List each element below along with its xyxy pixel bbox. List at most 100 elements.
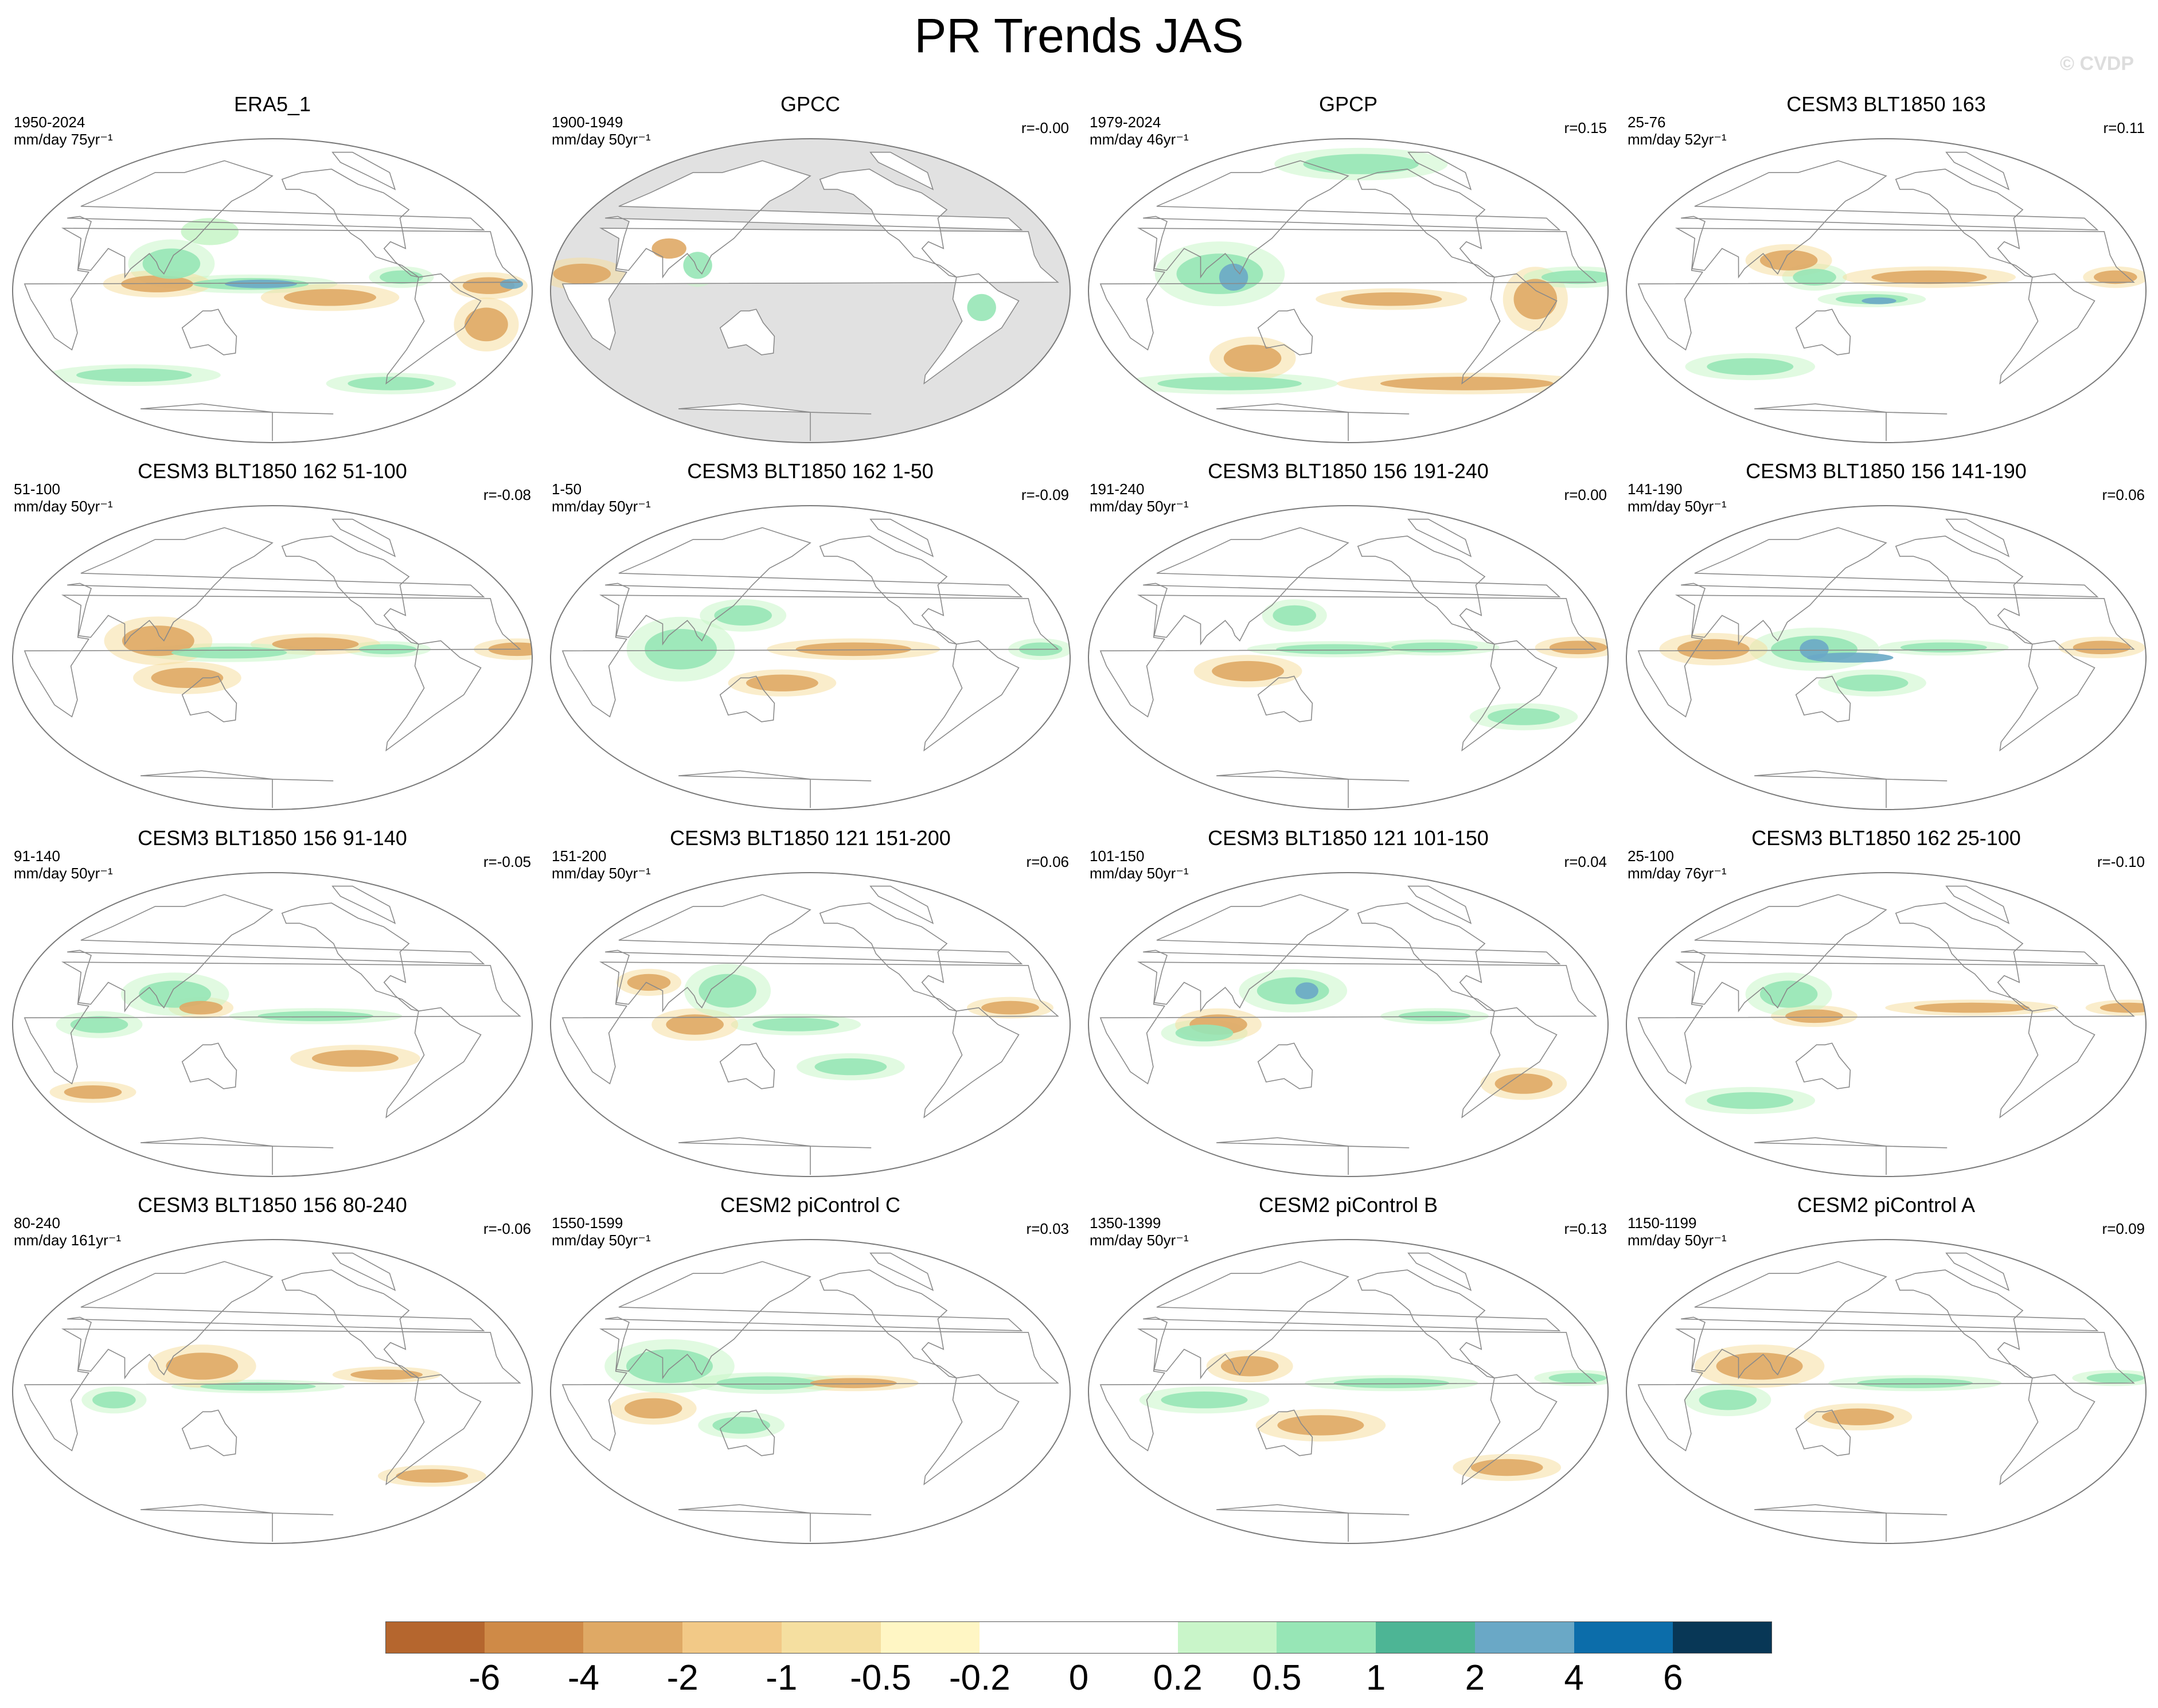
panel-title: CESM3 BLT1850 156 91-140 <box>138 826 407 850</box>
panel-title: CESM3 BLT1850 156 141-190 <box>1746 459 2027 483</box>
coastline-greenland <box>1407 151 1472 190</box>
coastline-namerica <box>1357 169 1495 278</box>
coastline-africa <box>561 1328 1059 1452</box>
coastline-eurasia <box>1681 527 2099 646</box>
panel-units: mm/day 50yr⁻¹ <box>552 131 651 148</box>
coastline-africa <box>561 962 1059 1085</box>
panel-correlation: r=0.03 <box>1026 1220 1069 1237</box>
coastline-australia <box>1795 1409 1851 1456</box>
trend-dry-region <box>64 1085 122 1099</box>
panel-years: 151-200 <box>552 847 607 865</box>
trend-wet-region <box>171 646 287 659</box>
coastline-australia <box>181 1042 237 1089</box>
trend-wet-region <box>139 980 211 1008</box>
map-background <box>1626 873 2146 1177</box>
coastline-samerica <box>923 1007 1020 1119</box>
coastline-greenland <box>1945 1252 2010 1291</box>
colorbar-swatch <box>880 1621 980 1654</box>
coastline-antarctica <box>678 1504 872 1542</box>
coastline-namerica <box>281 169 419 278</box>
coastline-antarctica <box>141 403 334 441</box>
colorbar-swatch <box>484 1621 584 1654</box>
colorbar-tick-label: -0.2 <box>949 1658 1010 1698</box>
coastline-antarctica <box>141 770 334 808</box>
trend-wet-region <box>380 270 423 284</box>
trend-dry-region <box>1220 1356 1279 1377</box>
coastline-greenland <box>1945 518 2010 557</box>
map-border <box>1088 872 1609 1177</box>
trend-map <box>1088 872 1609 1177</box>
trend-map <box>1088 505 1609 810</box>
trend-dry-region <box>1470 1459 1543 1476</box>
panel-correlation: r=-0.10 <box>2097 853 2145 870</box>
coastline-africa <box>1637 1328 2135 1452</box>
coastline-eurasia <box>67 1261 485 1379</box>
coastline-namerica <box>819 536 957 645</box>
panel-title: GPCC <box>780 92 840 116</box>
coastline-antarctica <box>1754 403 1948 441</box>
coastline-namerica <box>1357 1269 1495 1379</box>
colorbar-swatch <box>1277 1621 1376 1654</box>
coastline-antarctica <box>1754 770 1948 808</box>
trend-wet-region <box>716 1376 818 1390</box>
map-border <box>1626 1239 2147 1544</box>
panel-title: CESM3 BLT1850 121 101-150 <box>1208 826 1489 850</box>
trend-wet-region <box>714 605 772 626</box>
panel-years: 1550-1599 <box>552 1214 623 1232</box>
trend-dry-region <box>272 637 359 651</box>
map-border <box>12 505 533 810</box>
coastline-samerica <box>385 640 482 752</box>
watermark: © CVDP <box>2060 53 2134 75</box>
trend-wet-region <box>1276 644 1392 655</box>
coastline-eurasia <box>605 894 1023 1013</box>
colorbar-swatch <box>781 1621 881 1654</box>
colorbar <box>385 1621 1773 1654</box>
trend-dry-region <box>627 974 671 991</box>
trend-deep-region <box>1295 982 1318 999</box>
panel-years: 191-240 <box>1090 480 1145 498</box>
coastline-samerica <box>385 1374 482 1486</box>
trend-wet-region <box>1273 605 1316 626</box>
coastline-samerica <box>1999 1007 2095 1119</box>
coastline-eurasia <box>1681 894 2099 1013</box>
colorbar-tick-label: -0.5 <box>850 1658 911 1698</box>
panel-years: 1350-1399 <box>1090 1214 1161 1232</box>
panel-units: mm/day 161yr⁻¹ <box>14 1232 122 1249</box>
trend-wet-region <box>1699 1390 1757 1410</box>
coastline-greenland <box>331 885 396 924</box>
map-border <box>12 138 533 443</box>
trend-wet-region <box>698 974 756 1008</box>
panel-correlation: r=-0.06 <box>483 1220 531 1237</box>
trend-dry-region <box>1223 345 1282 372</box>
trend-dry-region <box>1277 1415 1364 1436</box>
panel-units: mm/day 52yr⁻¹ <box>1628 131 1727 148</box>
map-panel: CESM3 BLT1850 162 25-100 25-100 mm/day 76y… <box>1617 824 2155 1182</box>
trend-wet-region <box>1303 154 1419 174</box>
trend-map <box>1626 505 2147 810</box>
trend-wet-region <box>752 1018 840 1031</box>
trend-map <box>12 138 533 443</box>
coastline-antarctica <box>678 770 872 808</box>
map-panel: CESM3 BLT1850 156 191-240 191-240 mm/day 5… <box>1079 458 1617 815</box>
panel-title: CESM3 BLT1850 163 <box>1786 92 1986 116</box>
map-border <box>1626 138 2147 443</box>
coastline-eurasia <box>67 527 485 646</box>
colorbar-swatch <box>1079 1621 1178 1654</box>
coastline-eurasia <box>605 527 1023 646</box>
coastline-eurasia <box>1143 527 1561 646</box>
coastline-africa <box>1637 228 2135 351</box>
panel-correlation: r=0.13 <box>1564 1220 1607 1237</box>
coastline-namerica <box>1895 902 2033 1012</box>
coastline-namerica <box>1357 536 1495 645</box>
coastline-samerica <box>923 640 1020 752</box>
panel-years: 101-150 <box>1090 847 1145 865</box>
panel-years: 80-240 <box>14 1214 60 1232</box>
colorbar-swatch <box>682 1621 782 1654</box>
coastline-greenland <box>1407 885 1472 924</box>
coastline-australia <box>1795 675 1851 722</box>
panel-correlation: r=0.06 <box>1026 853 1069 870</box>
coastline-africa <box>1099 228 1597 351</box>
panel-units: mm/day 50yr⁻¹ <box>1090 498 1189 515</box>
panel-years: 91-140 <box>14 847 60 865</box>
land-area <box>924 273 1019 384</box>
